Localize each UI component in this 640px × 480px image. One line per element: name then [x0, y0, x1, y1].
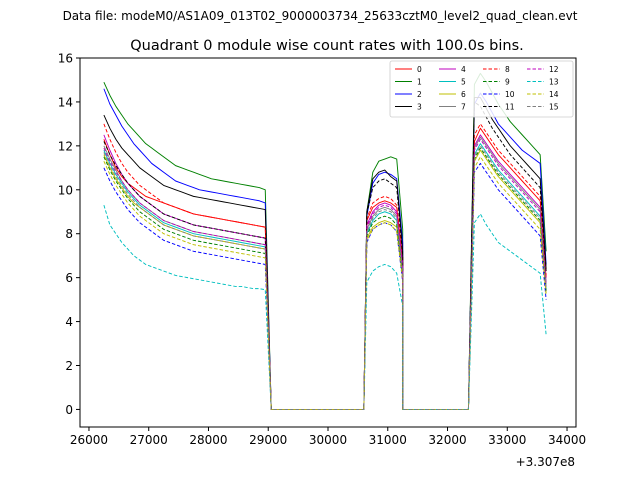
x-axis: 26000 27000 28000 29000 30000 31000 32000 33000…	[70, 427, 586, 447]
x-tick-label: 31000	[369, 433, 407, 447]
legend-label-11: 11	[505, 102, 515, 111]
legend-label-0: 0	[417, 65, 422, 74]
legend-label-1: 1	[417, 77, 422, 86]
x-tick-label: 33000	[488, 433, 526, 447]
legend-label-14: 14	[549, 90, 559, 99]
y-tick-label: 0	[65, 403, 73, 417]
legend-label-8: 8	[505, 65, 510, 74]
x-tick-label: 34000	[548, 433, 586, 447]
legend-label-7: 7	[461, 102, 466, 111]
y-tick-label: 12	[58, 139, 73, 153]
x-tick-label: 29000	[249, 433, 287, 447]
series-line-13	[103, 205, 547, 410]
legend-label-6: 6	[461, 90, 466, 99]
chart-title: Quadrant 0 module wise count rates with …	[130, 38, 524, 54]
chart-suptitle: Data file: modeM0/AS1A09_013T02_90000037…	[63, 9, 578, 23]
legend-label-12: 12	[549, 65, 559, 74]
legend-label-9: 9	[505, 77, 510, 86]
legend-label-10: 10	[505, 90, 515, 99]
y-tick-label: 8	[65, 227, 73, 241]
series-line-0	[103, 127, 547, 410]
x-tick-label: 26000	[70, 433, 108, 447]
series-line-14	[103, 156, 547, 410]
x-tick-label: 30000	[309, 433, 347, 447]
series-line-9	[103, 147, 547, 410]
y-axis: 0 2 4 6 8 10 12 14 16	[58, 52, 80, 417]
series-line-8	[103, 123, 547, 410]
legend-label-15: 15	[549, 102, 559, 111]
series-line-5	[103, 143, 547, 410]
series-layer	[103, 72, 547, 410]
legend-label-2: 2	[417, 90, 422, 99]
legend-label-4: 4	[461, 65, 466, 74]
series-line-10	[103, 162, 547, 410]
legend-label-13: 13	[549, 77, 559, 86]
x-tick-label: 27000	[130, 433, 168, 447]
y-tick-label: 14	[58, 95, 73, 109]
y-tick-label: 2	[65, 359, 73, 373]
series-line-3	[103, 97, 547, 410]
y-tick-label: 6	[65, 271, 73, 285]
y-tick-label: 10	[58, 183, 73, 197]
y-tick-label: 16	[58, 52, 73, 66]
y-tick-label: 4	[65, 315, 73, 329]
x-tick-label: 32000	[428, 433, 466, 447]
x-axis-offset-label: +3.307e8	[516, 455, 575, 469]
series-line-2	[103, 88, 547, 410]
series-line-15	[103, 145, 547, 410]
series-line-11	[103, 101, 547, 410]
legend-box	[389, 60, 574, 118]
legend-label-3: 3	[417, 102, 422, 111]
x-tick-label: 28000	[189, 433, 227, 447]
legend-label-5: 5	[461, 77, 466, 86]
series-line-12	[103, 138, 547, 410]
